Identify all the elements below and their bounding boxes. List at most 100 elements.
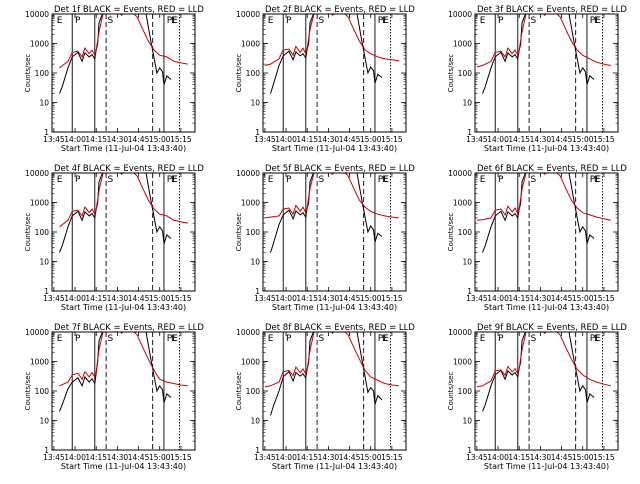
- panel-title: Det 2f BLACK = Events, RED = LLD: [265, 5, 415, 15]
- x-tick-label: 14:00: [64, 453, 86, 462]
- x-tick-label: 15:00: [360, 135, 382, 144]
- y-tick-label: 10: [39, 417, 49, 426]
- event-marker-label: P: [75, 334, 81, 344]
- event-marker-label: PE: [378, 334, 389, 344]
- x-tick-label: 15:15: [593, 135, 615, 144]
- y-tick-label: 1000: [453, 40, 472, 49]
- x-tick-label: 15:00: [572, 294, 594, 303]
- y-tick-label: 100: [246, 69, 261, 78]
- event-marker-label: P: [286, 334, 292, 344]
- y-tick-label: 100: [458, 228, 473, 237]
- event-marker-label: E: [171, 16, 177, 26]
- y-tick-label: 1000: [241, 199, 260, 208]
- y-axis-label: Counts/sec: [447, 213, 455, 252]
- event-marker-label: S: [108, 16, 114, 26]
- y-tick-label: 10: [39, 99, 49, 108]
- event-marker-label: PE: [590, 334, 601, 344]
- event-marker-label: S: [531, 175, 537, 185]
- x-tick-label: 13:45: [466, 135, 488, 144]
- event-marker-label: PE: [590, 16, 601, 26]
- event-marker-label: E: [480, 334, 486, 344]
- y-axis-label: Counts/sec: [447, 372, 455, 411]
- y-tick-label: 1: [255, 446, 260, 455]
- y-axis-label: Counts/sec: [447, 54, 455, 93]
- x-tick-label: 13:45: [43, 294, 65, 303]
- x-tick-label: 14:00: [487, 135, 509, 144]
- x-tick-label: 13:45: [254, 135, 276, 144]
- y-tick-label: 10000: [25, 10, 49, 19]
- y-axis-label: Counts/sec: [24, 54, 32, 93]
- x-tick-label: 15:15: [593, 294, 615, 303]
- y-tick-label: 1000: [241, 358, 260, 367]
- x-tick-label: 14:45: [128, 453, 150, 462]
- y-tick-label: 10: [250, 258, 260, 267]
- x-tick-label: 15:15: [170, 453, 192, 462]
- event-marker-label: P: [286, 175, 292, 185]
- y-axis-label: Counts/sec: [235, 213, 243, 252]
- y-tick-label: 10: [462, 99, 472, 108]
- panel-title: Det 7f BLACK = Events, RED = LLD: [54, 323, 204, 333]
- event-marker-label: E: [268, 175, 274, 185]
- event-marker-label: PE: [167, 334, 178, 344]
- event-marker-label: E: [480, 175, 486, 185]
- y-tick-label: 1000: [453, 358, 472, 367]
- y-tick-label: 1: [255, 128, 260, 137]
- x-tick-label: 14:45: [128, 135, 150, 144]
- x-tick-label: 15:00: [149, 135, 171, 144]
- x-tick-label: 14:30: [107, 453, 129, 462]
- event-marker-label: S: [108, 334, 114, 344]
- lld-series-line: [476, 332, 612, 388]
- panel-title: Det 8f BLACK = Events, RED = LLD: [265, 323, 415, 333]
- plot-frame: [51, 13, 196, 133]
- x-tick-label: 14:30: [318, 453, 340, 462]
- x-tick-label: 15:15: [381, 294, 403, 303]
- x-tick-label: 15:15: [170, 294, 192, 303]
- x-tick-label: 14:00: [275, 294, 297, 303]
- y-axis-label: Counts/sec: [24, 213, 32, 252]
- y-tick-label: 100: [246, 228, 261, 237]
- event-marker-label: PE: [378, 16, 389, 26]
- event-marker-label: P: [498, 334, 504, 344]
- x-tick-label: 14:15: [296, 135, 318, 144]
- y-tick-label: 1: [44, 287, 49, 296]
- event-marker-label: E: [594, 334, 600, 344]
- x-axis-label: Start Time (11-Jul-04 13:43:40): [272, 303, 397, 312]
- event-marker-label: E: [268, 16, 274, 26]
- x-tick-label: 13:45: [43, 453, 65, 462]
- x-axis-label: Start Time (11-Jul-04 13:43:40): [272, 144, 397, 153]
- event-marker-label: P: [498, 16, 504, 26]
- x-tick-label: 14:30: [318, 135, 340, 144]
- x-tick-label: 14:30: [530, 135, 552, 144]
- event-marker-label: S: [319, 175, 325, 185]
- plot-frame: [51, 331, 196, 451]
- panel-title: Det 9f BLACK = Events, RED = LLD: [477, 323, 627, 333]
- panel-title: Det 5f BLACK = Events, RED = LLD: [265, 164, 415, 174]
- lld-series-line: [264, 332, 399, 388]
- event-marker-label: E: [171, 334, 177, 344]
- x-tick-label: 14:15: [85, 135, 107, 144]
- event-marker-label: E: [382, 334, 388, 344]
- y-tick-label: 10000: [448, 169, 472, 178]
- y-tick-label: 10000: [236, 169, 260, 178]
- x-tick-label: 15:00: [572, 135, 594, 144]
- x-tick-label: 15:00: [149, 453, 171, 462]
- x-axis-label: Start Time (11-Jul-04 13:43:40): [272, 462, 397, 471]
- x-tick-label: 14:00: [487, 453, 509, 462]
- x-tick-label: 14:00: [64, 135, 86, 144]
- x-axis-label: Start Time (11-Jul-04 13:43:40): [61, 462, 186, 471]
- y-tick-label: 100: [35, 69, 50, 78]
- lld-series-line: [476, 173, 612, 221]
- x-axis-label: Start Time (11-Jul-04 13:43:40): [484, 144, 609, 153]
- y-tick-label: 100: [246, 387, 261, 396]
- x-tick-label: 14:15: [508, 135, 530, 144]
- event-marker-label: E: [171, 175, 177, 185]
- x-tick-label: 15:15: [170, 135, 192, 144]
- plot-frame: [474, 172, 619, 292]
- event-marker-label: E: [57, 175, 63, 185]
- event-marker-label: E: [268, 334, 274, 344]
- y-tick-label: 10: [462, 258, 472, 267]
- y-axis-label: Counts/sec: [235, 54, 243, 93]
